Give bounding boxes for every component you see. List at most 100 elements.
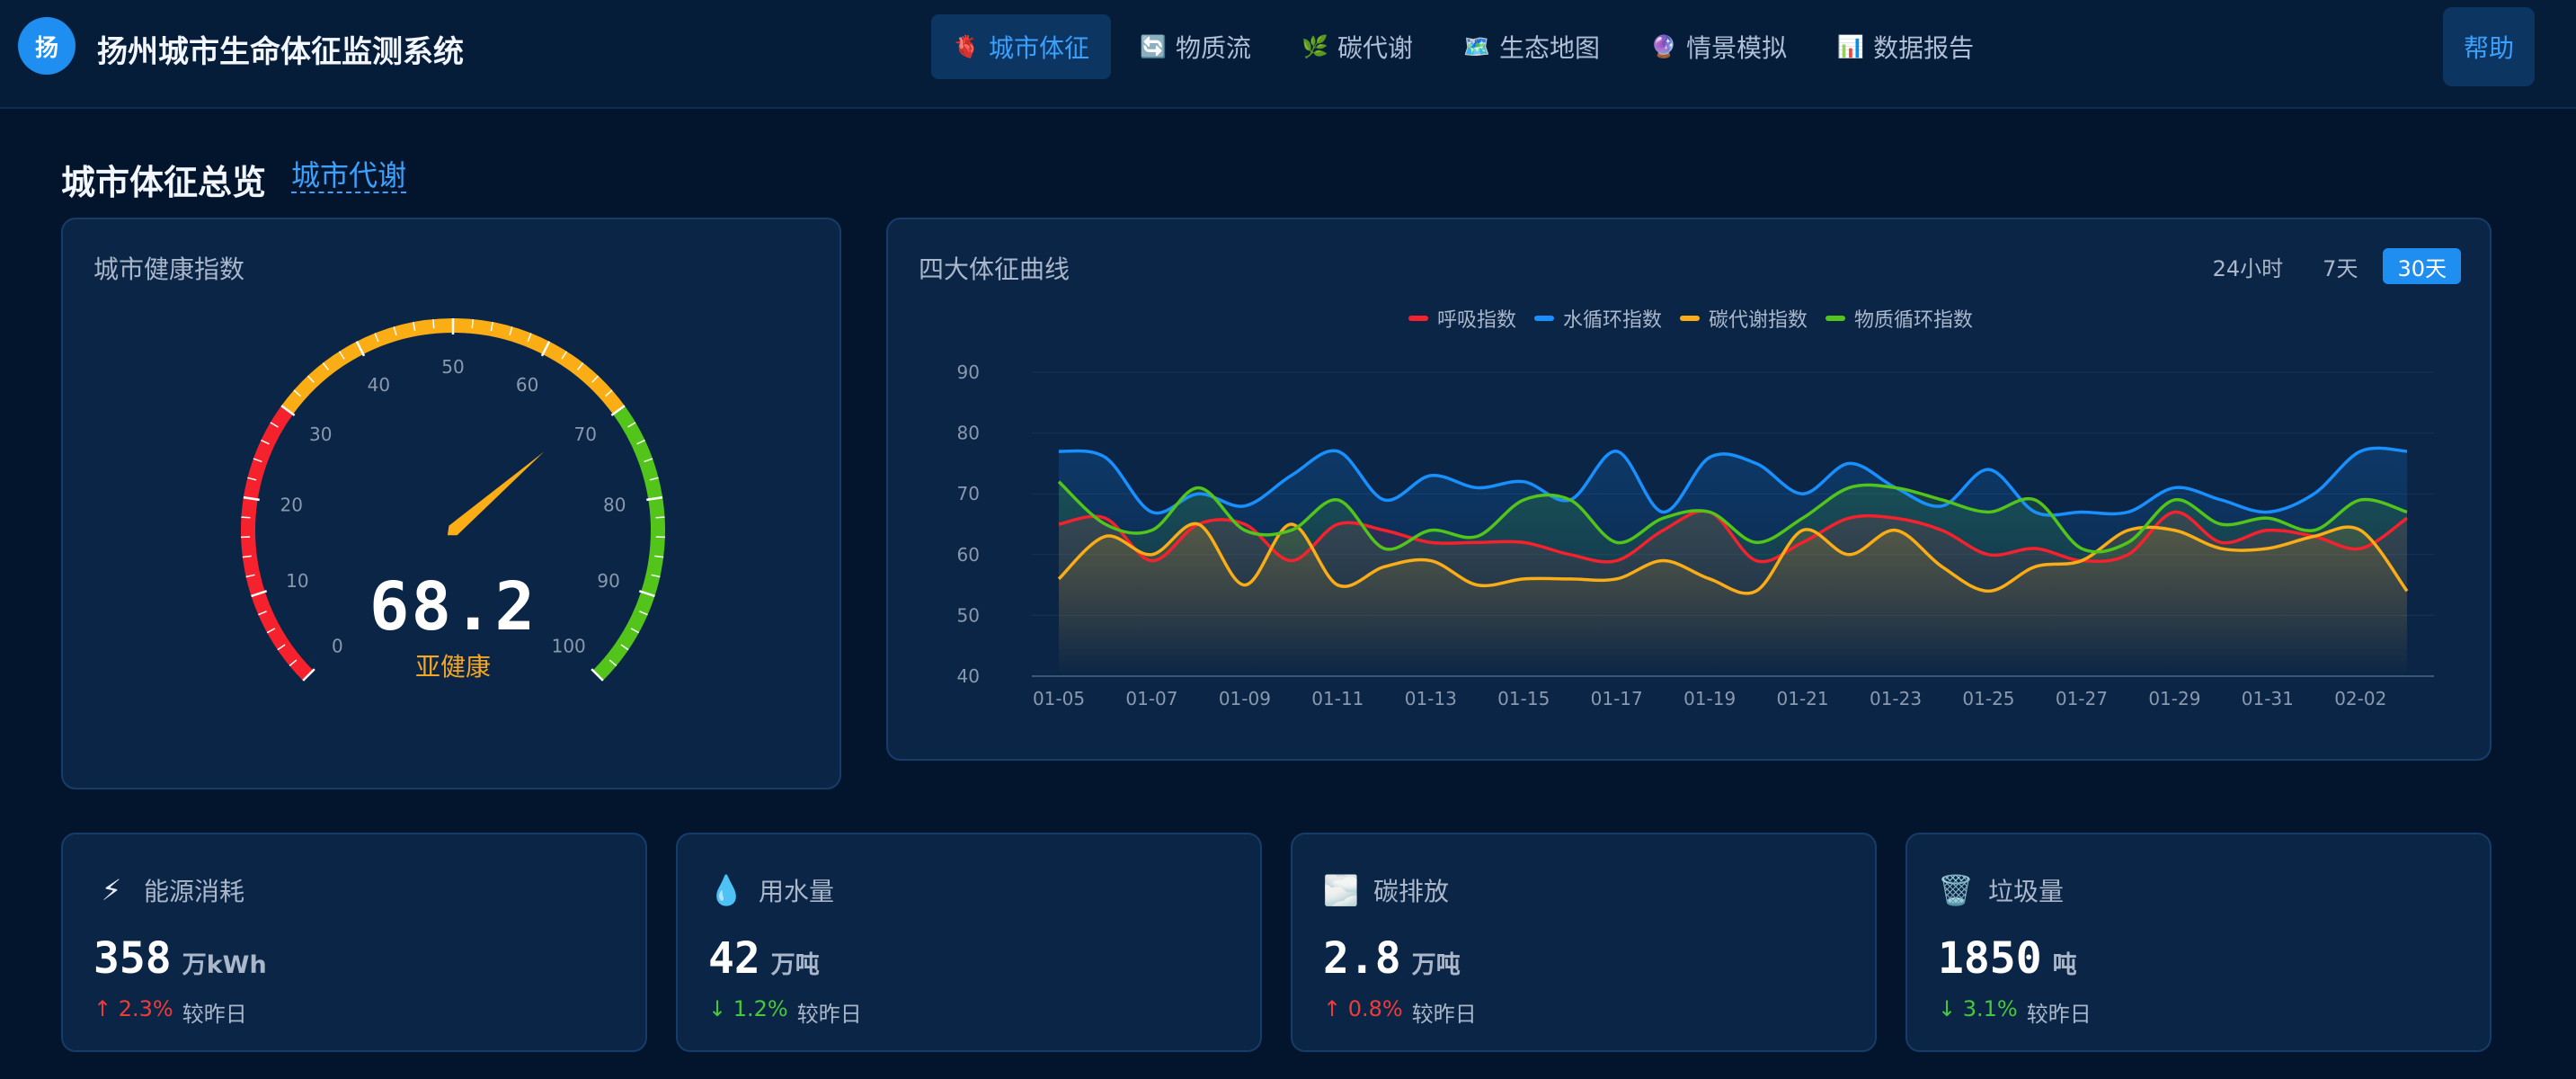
stat-delta: ↑ 0.8% <box>1323 996 1403 1021</box>
nav-item-data-report[interactable]: 📊 数据报告 <box>1816 14 1995 79</box>
nav-item-scenario-sim[interactable]: 🔮 情景模拟 <box>1629 14 1808 79</box>
gauge-tick <box>608 659 617 667</box>
gauge-tick <box>243 495 260 502</box>
x-tick-label: 01-27 <box>2056 688 2108 709</box>
gauge-tick <box>646 495 663 502</box>
stat-delta: ↑ 2.3% <box>93 996 173 1021</box>
stat-change: ↑ 0.8% 较昨日 <box>1323 996 1477 1028</box>
gauge-tick <box>638 590 655 598</box>
lightning-icon: ⚡ <box>101 873 122 907</box>
stat-unit: 吨 <box>2052 951 2077 979</box>
stat-head: 💧 用水量 <box>708 872 834 908</box>
stat-card-energy: ⚡ 能源消耗 358 万kWh ↑ 2.3% 较昨日 <box>61 833 647 1052</box>
gauge-zone-arc <box>592 406 665 681</box>
gauge-tick-label: 40 <box>368 374 390 396</box>
fog-icon: 🌫️ <box>1323 873 1359 907</box>
gauge-tick <box>266 628 276 634</box>
legend-item-water-cycle[interactable]: 水循环指数 <box>1533 304 1662 333</box>
x-tick-label: 01-05 <box>1033 688 1085 709</box>
y-tick-label: 90 <box>957 361 980 383</box>
stat-compare-label: 较昨日 <box>2026 1002 2092 1027</box>
x-tick-label: 01-15 <box>1497 688 1550 709</box>
gauge-tick <box>338 351 345 360</box>
gauge-tick <box>393 326 397 336</box>
range-tab-7d[interactable]: 7天 <box>2323 255 2358 281</box>
legend-item-material-cycle[interactable]: 物质循环指数 <box>1825 304 1973 333</box>
gauge-tick-label: 90 <box>597 570 619 592</box>
city-metabolism-link[interactable]: 城市代谢 <box>291 158 407 194</box>
gauge-tick <box>627 422 636 428</box>
nav-item-label: 数据报告 <box>1873 33 1975 63</box>
stat-compare-label: 较昨日 <box>1411 1002 1477 1027</box>
gauge-tick <box>561 351 568 360</box>
series-line <box>1057 522 2409 595</box>
legend-swatch <box>1408 316 1428 321</box>
leaf-icon: 🌿 <box>1301 34 1328 59</box>
gauge-zone-arc <box>241 406 314 681</box>
gauge-tick <box>241 516 251 519</box>
legend-item-respiration[interactable]: 呼吸指数 <box>1408 304 1516 333</box>
gauge-tick-label: 70 <box>574 424 597 445</box>
stat-card-carbon: 🌫️ 碳排放 2.8 万吨 ↑ 0.8% 较昨日 <box>1291 833 1877 1052</box>
legend-item-carbon[interactable]: 碳代谢指数 <box>1680 304 1808 333</box>
gauge-tick <box>355 341 366 357</box>
nav-item-carbon-metabolism[interactable]: 🌿 碳代谢 <box>1280 14 1435 79</box>
x-tick-label: 01-21 <box>1777 688 1829 709</box>
y-tick-label: 40 <box>957 665 980 687</box>
stat-change: ↑ 2.3% 较昨日 <box>93 996 247 1028</box>
vitals-curve-card: 四大体征曲线 24小时 7天 30天 呼吸指数 水循环指数 碳代谢指数 物质循环… <box>886 218 2492 761</box>
stat-change: ↓ 3.1% 较昨日 <box>1938 996 2092 1028</box>
range-tab-30d[interactable]: 30天 <box>2383 248 2461 284</box>
gauge-tick <box>247 477 257 481</box>
x-tick-label: 01-09 <box>1219 688 1271 709</box>
gauge-tick <box>242 555 252 558</box>
gauge-tick-label: 50 <box>441 356 464 378</box>
x-tick-label: 01-19 <box>1683 688 1736 709</box>
legend-swatch <box>1533 316 1554 321</box>
gauge-tick <box>540 341 551 357</box>
top-bar: 扬 扬州城市生命体征监测系统 🫀 城市体征 🔄 物质流 🌿 碳代谢 🗺️ 生态地… <box>0 0 2576 109</box>
help-button[interactable]: 帮助 <box>2443 7 2535 86</box>
nav-item-label: 碳代谢 <box>1337 33 1414 63</box>
stat-label: 能源消耗 <box>144 877 245 906</box>
gauge-tick <box>293 389 301 397</box>
stat-head: 🗑️ 垃圾量 <box>1938 872 2064 908</box>
gauge-tick <box>280 405 296 416</box>
stat-compare-label: 较昨日 <box>182 1002 247 1027</box>
gauge-value: 68.2 <box>369 568 537 646</box>
water-drop-icon: 💧 <box>708 873 744 907</box>
gauge-tick <box>651 574 661 578</box>
app-logo[interactable]: 扬 <box>18 17 76 75</box>
gauge-tick <box>620 644 629 651</box>
x-tick-label: 01-17 <box>1591 688 1643 709</box>
app-title: 扬州城市生命体征监测系统 <box>97 34 464 70</box>
trash-icon: 🗑️ <box>1938 873 1974 907</box>
gauge-tick <box>605 389 613 397</box>
health-index-card: 城市健康指数 0 10 20 30 40 50 60 70 80 90 100 68.2 亚健康 <box>61 218 841 789</box>
stat-unit: 万kWh <box>182 951 267 979</box>
stat-value: 42 <box>708 933 760 984</box>
nav-item-label: 物质流 <box>1176 33 1252 63</box>
nav-item-city-vitals[interactable]: 🫀 城市体征 <box>931 14 1112 79</box>
legend-label: 呼吸指数 <box>1436 309 1516 332</box>
stat-delta: ↓ 3.1% <box>1938 996 2018 1021</box>
main-nav: 🫀 城市体征 🔄 物质流 🌿 碳代谢 🗺️ 生态地图 🔮 情景模拟 📊 数据报告 <box>931 14 1995 79</box>
gauge-tick <box>576 362 584 370</box>
stat-head: 🌫️ 碳排放 <box>1323 872 1449 908</box>
x-tick-label: 01-11 <box>1311 688 1364 709</box>
stat-label: 垃圾量 <box>1988 877 2065 906</box>
stat-value: 358 <box>93 933 172 984</box>
range-tab-24h[interactable]: 24小时 <box>2212 255 2284 281</box>
gauge-tick <box>413 322 416 332</box>
gauge-tick <box>277 644 286 651</box>
nav-item-eco-map[interactable]: 🗺️ 生态地图 <box>1442 14 1621 79</box>
stat-value-row: 2.8 万吨 <box>1323 933 1461 984</box>
nav-item-material-flow[interactable]: 🔄 物质流 <box>1118 14 1273 79</box>
stat-change: ↓ 1.2% 较昨日 <box>708 996 862 1028</box>
gauge-tick-label: 0 <box>332 636 343 657</box>
x-tick-label: 01-13 <box>1405 688 1457 709</box>
gauge-tick <box>302 668 315 682</box>
legend-label: 水循环指数 <box>1562 309 1662 332</box>
chart-legend: 呼吸指数 水循环指数 碳代谢指数 物质循环指数 <box>888 304 2493 333</box>
nav-item-label: 城市体征 <box>989 33 1090 63</box>
